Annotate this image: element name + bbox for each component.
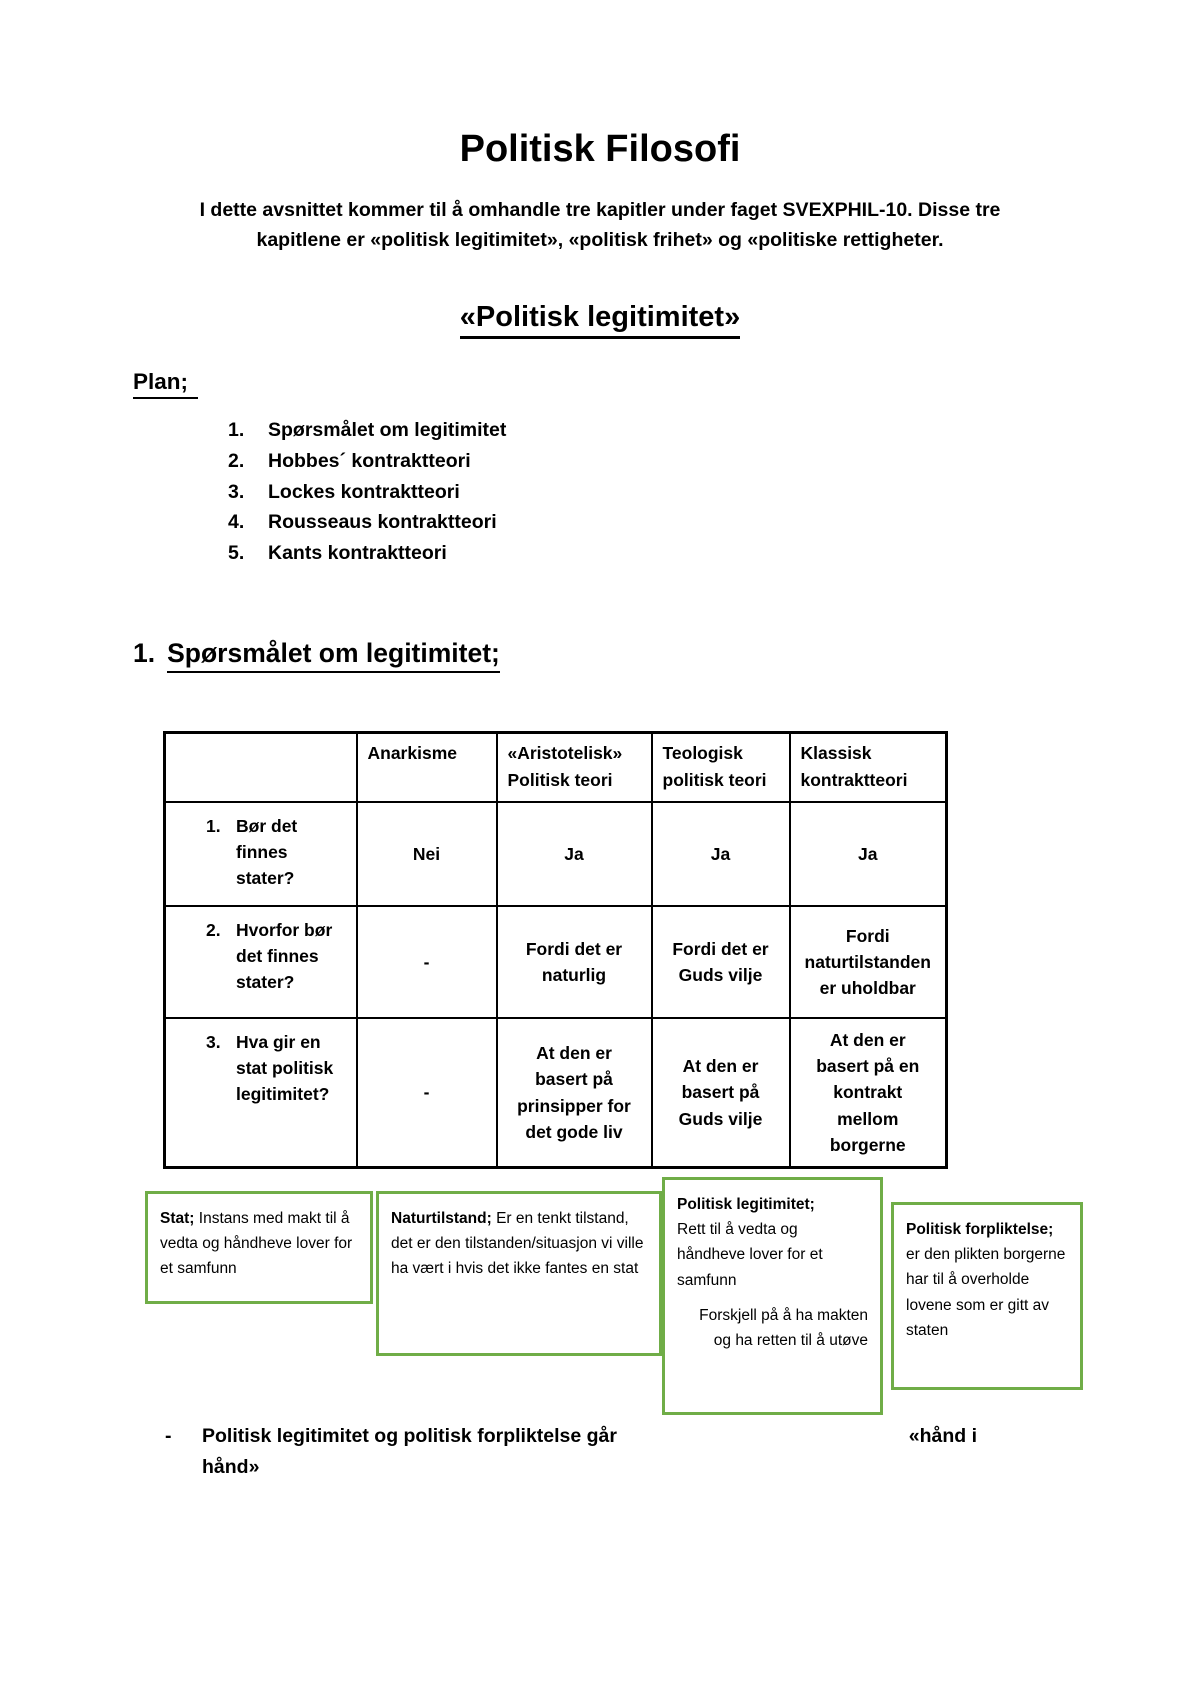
note-box-naturtilstand: Naturtilstand; Er en tenkt tilstand, det… <box>376 1191 662 1357</box>
question-number: 2. <box>206 919 221 940</box>
intro-paragraph: I dette avsnittet kommer til å omhandle … <box>199 199 1001 252</box>
answer-cell: At den er basert på Guds vilje <box>650 1016 791 1169</box>
column-header-anarkisme: Anarkisme <box>355 731 498 803</box>
table-header-row: Anarkisme «Aristotelisk» Politisk teori … <box>163 731 948 803</box>
plan-item-number: 2. <box>228 450 245 473</box>
question-flex: 3. Hva gir en stat politisk legitimitet? <box>206 1029 348 1108</box>
question-number: 1. <box>206 815 221 836</box>
table-row: 3. Hva gir en stat politisk legitimitet?… <box>163 1016 948 1169</box>
section-title: Spørsmålet om legitimitet; <box>167 638 500 674</box>
note-definition: Rett til å vedta og håndheve lover for e… <box>677 1221 823 1289</box>
question-text: Hva gir en stat politisk legitimitet? <box>236 1031 334 1105</box>
note-definition: Er en tenkt tilstand, det er den tilstan… <box>391 1210 644 1278</box>
answer-cell: Fordi naturtilstanden er uholdbar <box>788 904 948 1019</box>
legitimacy-table: Anarkisme «Aristotelisk» Politisk teori … <box>163 731 948 1170</box>
closing-text: Politisk legitimitet og politisk forplik… <box>202 1425 617 1448</box>
column-header-teologisk: Teologisk politisk teori <box>650 731 791 803</box>
plan-item-label: Kants kontraktteori <box>268 541 447 564</box>
plan-heading-wrap: Plan; <box>133 369 1200 400</box>
plan-item-number: 5. <box>228 541 245 564</box>
question-cell: 3. Hva gir en stat politisk legitimitet? <box>163 1016 358 1169</box>
answer-cell: At den er basert på prinsipper for det g… <box>495 1016 653 1169</box>
bullet-dash: - <box>165 1425 172 1448</box>
plan-item: 1. Spørsmålet om legitimitet <box>228 415 1200 446</box>
section-number: 1. <box>133 638 156 669</box>
note-definition: er den plikten borgerne har til å overho… <box>906 1246 1066 1339</box>
answer-cell: At den er basert på en kontrakt mellom b… <box>788 1016 948 1169</box>
closing-body: Politisk legitimitet og politisk forplik… <box>202 1421 977 1483</box>
answer-cell: Fordi det er naturlig <box>495 904 653 1019</box>
plan-list: 1. Spørsmålet om legitimitet 2. Hobbes´ … <box>228 415 1200 568</box>
answer-cell: Ja <box>495 800 653 907</box>
closing-bullet: - Politisk legitimitet og politisk forpl… <box>165 1421 977 1483</box>
closing-fragment-right: «hånd i <box>908 1425 977 1448</box>
plan-item: 2. Hobbes´ kontraktteori <box>228 446 1200 477</box>
chapter-heading-wrap: «Politisk legitimitet» <box>0 301 1200 340</box>
answer-cell: - <box>355 904 498 1019</box>
closing-fragment-wrap: hånd» <box>202 1456 260 1479</box>
note-term: Politisk forpliktelse; <box>906 1221 1054 1239</box>
note-term: Naturtilstand; <box>391 1210 492 1228</box>
question-flex: 2. Hvorfor bør det finnes stater? <box>206 917 348 996</box>
chapter-heading: «Politisk legitimitet» <box>459 301 741 340</box>
note-extra: Forskjell på å ha makten og ha retten ti… <box>699 1306 868 1349</box>
note-term: Politisk legitimitet; <box>677 1196 815 1214</box>
answer-cell: Fordi det er Guds vilje <box>650 904 791 1019</box>
column-header-empty <box>163 731 358 803</box>
answer-cell: Ja <box>650 800 791 907</box>
plan-item-label: Rousseaus kontraktteori <box>268 511 497 534</box>
definition-notes: Stat; Instans med makt til å vedta og hå… <box>145 1169 1085 1417</box>
column-header-kontraktteori: Klassisk kontraktteori <box>788 731 948 803</box>
table-row: 2. Hvorfor bør det finnes stater? - Ford… <box>163 904 948 1019</box>
question-cell: 1. Bør det finnes stater? <box>163 800 358 907</box>
plan-item: 5. Kants kontraktteori <box>228 538 1200 569</box>
question-text: Hvorfor bør det finnes stater? <box>236 919 333 993</box>
closing-line1: Politisk legitimitet og politisk forplik… <box>202 1421 977 1452</box>
answer-cell: Nei <box>355 800 498 907</box>
answer-cell: - <box>355 1016 498 1169</box>
plan-item: 4. Rousseaus kontraktteori <box>228 507 1200 538</box>
note-box-politisk-forpliktelse: Politisk forpliktelse; er den plikten bo… <box>891 1202 1083 1391</box>
table-row: 1. Bør det finnes stater? Nei Ja Ja Ja <box>163 800 948 907</box>
question-flex: 1. Bør det finnes stater? <box>206 813 348 892</box>
question-text: Bør det finnes stater? <box>236 815 298 889</box>
question-cell: 2. Hvorfor bør det finnes stater? <box>163 904 358 1019</box>
note-definition: Instans med makt til å vedta og håndheve… <box>160 1210 353 1278</box>
note-term: Stat; <box>160 1210 195 1228</box>
note-box-stat: Stat; Instans med makt til å vedta og hå… <box>145 1191 373 1305</box>
plan-heading: Plan; <box>133 369 199 400</box>
note-box-politisk-legitimitet: Politisk legitimitet; Rett til å vedta o… <box>662 1177 883 1416</box>
plan-item-label: Lockes kontraktteori <box>268 480 460 503</box>
legitimacy-table-wrap: Anarkisme «Aristotelisk» Politisk teori … <box>163 731 1200 1170</box>
doc-title: Politisk Filosofi <box>459 128 741 170</box>
question-number: 3. <box>206 1031 221 1052</box>
plan-item-number: 3. <box>228 480 245 503</box>
plan-item-label: Hobbes´ kontraktteori <box>268 450 471 473</box>
column-header-aristotelisk: «Aristotelisk» Politisk teori <box>495 731 653 803</box>
plan-item-number: 1. <box>228 419 245 442</box>
plan-item-label: Spørsmålet om legitimitet <box>268 419 507 442</box>
plan-item: 3. Lockes kontraktteori <box>228 477 1200 508</box>
plan-item-number: 4. <box>228 511 245 534</box>
answer-cell: Ja <box>788 800 948 907</box>
section-heading: 1. Spørsmålet om legitimitet; <box>133 638 1200 674</box>
